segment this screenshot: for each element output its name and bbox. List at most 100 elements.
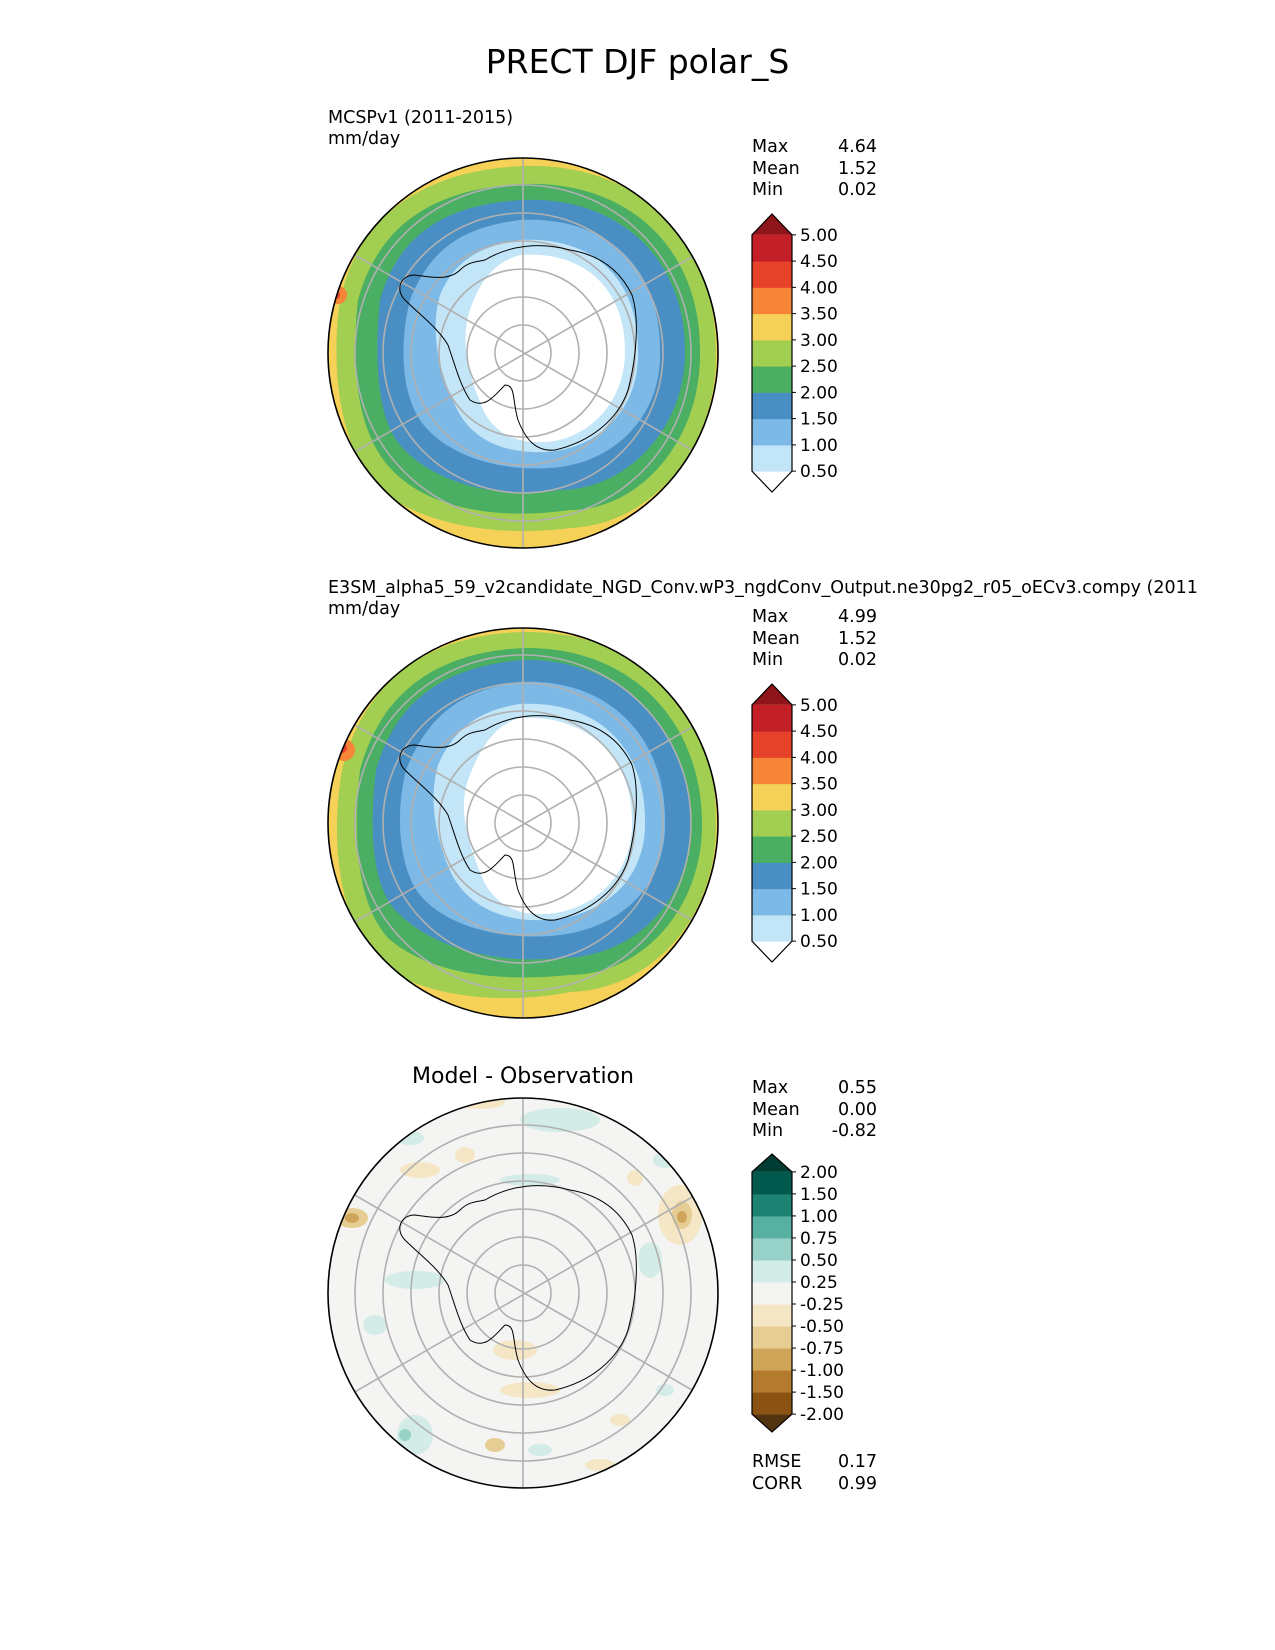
colorbar-segment <box>752 1348 792 1371</box>
colorbar-segment <box>752 1281 792 1305</box>
colorbar-segment <box>752 704 792 732</box>
map-border <box>327 627 719 1019</box>
colorbar-extend-min <box>752 941 792 962</box>
colorbar-segment <box>752 914 792 942</box>
stat-value: -0.82 <box>831 1121 877 1142</box>
colorbar-segment <box>752 1304 792 1327</box>
panel3-metrics: RMSE 0.17 CORR 0.99 <box>752 1452 877 1495</box>
stat-label: Mean <box>752 1099 800 1120</box>
colorbar-segment <box>752 809 792 837</box>
antarctica-coastline <box>399 715 637 921</box>
difference-field <box>328 1098 718 1488</box>
stat-value: 0.02 <box>838 650 877 671</box>
colorbar-tick-label: 1.00 <box>800 436 838 456</box>
colorbar-tick-label: 1.00 <box>800 906 838 926</box>
stat-label: Max <box>752 1078 789 1098</box>
colorbar-extend-min <box>752 1414 792 1432</box>
colorbar-tick-label: 3.50 <box>800 775 838 795</box>
colorbar-tick-label: 2.50 <box>800 827 838 847</box>
colorbar-tick-label: -1.00 <box>800 1361 844 1381</box>
panel1-label-line2: mm/day <box>328 129 401 149</box>
precip-field <box>328 628 718 1018</box>
colorbar-tick-label: 4.50 <box>800 252 838 272</box>
stat-label: Min <box>752 650 784 671</box>
colorbar-segment <box>752 392 792 420</box>
colorbar-tick-label: -1.50 <box>800 1383 844 1403</box>
graticule <box>328 1098 718 1488</box>
panel2-polar-map <box>327 627 719 1019</box>
colorbar-tick-label: -0.25 <box>800 1295 844 1315</box>
colorbar-tick-label: -0.50 <box>800 1317 844 1337</box>
colorbar-tick-label: 0.50 <box>800 462 838 482</box>
panel1-stats: Max 4.64 Mean 1.52 Min 0.02 <box>752 137 877 202</box>
colorbar-segment <box>752 757 792 785</box>
colorbar-segment <box>752 1237 792 1261</box>
colorbar-segment <box>752 1392 792 1415</box>
colorbar-tick-label: -0.75 <box>800 1339 844 1359</box>
colorbar-tick-label: 0.50 <box>800 932 838 952</box>
map-border <box>327 157 719 549</box>
stat-value: 4.99 <box>838 607 877 627</box>
panel1-polar-map <box>327 157 719 549</box>
stat-value: 0.02 <box>838 180 877 201</box>
colorbar-tick-label: 1.50 <box>800 410 838 430</box>
panel1-colorbar: 0.50 1.00 1.50 2.00 2.50 3.00 3.50 4.00 4.50 5.00 <box>751 213 838 493</box>
metric-value: 0.17 <box>838 1452 877 1472</box>
colorbar-tick-label: 2.00 <box>800 1163 838 1183</box>
colorbar-tick-label: 2.50 <box>800 357 838 377</box>
colorbar-segment <box>752 366 792 393</box>
colorbar-tick-label: 3.00 <box>800 801 838 821</box>
colorbar-extend-max <box>752 684 792 705</box>
panel3-colorbar: -2.00-1.50-1.00-0.75-0.50-0.250.250.500.… <box>751 1153 844 1433</box>
stat-value: 0.55 <box>838 1078 877 1098</box>
colorbar-tick-label: 4.00 <box>800 278 838 298</box>
colorbar-segment <box>752 1370 792 1393</box>
colorbar-tick-label: 4.50 <box>800 722 838 742</box>
colorbar-segment <box>752 234 792 262</box>
metric-label: RMSE <box>752 1452 802 1472</box>
colorbar-tick-label: 3.00 <box>800 331 838 351</box>
colorbar-segment <box>752 287 792 315</box>
colorbar-segment <box>752 862 792 890</box>
colorbar-segment <box>752 1193 792 1217</box>
stat-value: 1.52 <box>838 158 877 179</box>
colorbar-segment <box>752 783 792 811</box>
panel2-label-line2: mm/day <box>328 599 401 619</box>
colorbar-tick-label: 0.75 <box>800 1229 838 1249</box>
stat-label: Mean <box>752 628 800 649</box>
colorbar-segment <box>752 418 792 446</box>
panel3-polar-map <box>327 1097 719 1489</box>
panel3-subtitle: Model - Observation <box>412 1064 634 1089</box>
colorbar-segment <box>752 261 792 288</box>
colorbar-extend-max <box>752 1154 792 1172</box>
colorbar-segment <box>752 1171 792 1195</box>
colorbar-segment <box>752 731 792 758</box>
panel2-stats: Max 4.99 Mean 1.52 Min 0.02 <box>752 607 877 672</box>
colorbar-tick-label: 5.00 <box>800 226 838 246</box>
colorbar-extend-max <box>752 214 792 235</box>
graticule <box>328 628 718 1018</box>
colorbar-tick-label: 0.25 <box>800 1273 838 1293</box>
colorbar-segment <box>752 888 792 916</box>
panel3-stats: Max 0.55 Mean 0.00 Min -0.82 <box>752 1078 877 1143</box>
colorbar-tick-label: 2.00 <box>800 853 838 873</box>
graticule <box>328 158 718 548</box>
colorbar-segment <box>752 836 792 863</box>
colorbar-tick-label: 4.00 <box>800 748 838 768</box>
stat-value: 0.00 <box>838 1099 877 1120</box>
colorbar-segment <box>752 1326 792 1349</box>
colorbar-tick-label: 1.00 <box>800 1207 838 1227</box>
colorbar-segment <box>752 1215 792 1239</box>
antarctica-coastline <box>399 245 637 451</box>
stat-label: Max <box>752 137 789 157</box>
stat-label: Max <box>752 607 789 627</box>
colorbar-tick-label: 5.00 <box>800 696 838 716</box>
colorbar-tick-label: 3.50 <box>800 305 838 325</box>
stat-label: Min <box>752 180 784 201</box>
map-border <box>327 1097 719 1489</box>
colorbar-segment <box>752 339 792 367</box>
colorbar-tick-label: 2.00 <box>800 383 838 403</box>
stat-label: Mean <box>752 158 800 179</box>
colorbar-tick-label: 1.50 <box>800 880 838 900</box>
stat-label: Min <box>752 1121 784 1142</box>
